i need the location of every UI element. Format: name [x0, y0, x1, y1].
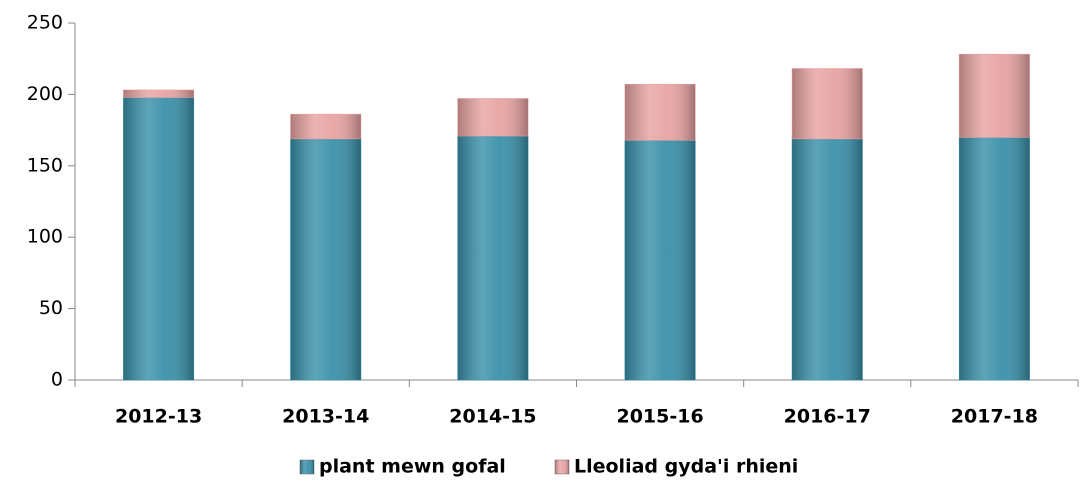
x-tick-label: 2013-14 [282, 406, 369, 428]
x-tick-label: 2012-13 [115, 406, 202, 428]
bar-shade [123, 90, 194, 98]
y-tick-label: 200 [27, 83, 63, 105]
x-tick-label: 2016-17 [784, 406, 871, 428]
bar-shade [457, 135, 528, 380]
bar-shade [625, 140, 696, 380]
bar-shade [792, 68, 863, 139]
bar-shade [792, 138, 863, 380]
bar-shade [959, 54, 1030, 138]
legend-label: plant mewn gofal [319, 456, 506, 478]
legend-swatch-shade [555, 460, 569, 474]
bar-shade [457, 98, 528, 136]
bar-shade [290, 138, 361, 380]
x-tick-label: 2014-15 [449, 406, 536, 428]
bar-shade [290, 114, 361, 139]
y-tick-label: 0 [51, 369, 63, 391]
y-tick-label: 250 [27, 12, 63, 34]
bar-shade [959, 137, 1030, 380]
y-tick-label: 50 [39, 297, 63, 319]
legend-swatch-shade [300, 460, 314, 474]
bar-shade [625, 84, 696, 141]
y-tick-label: 100 [27, 226, 63, 248]
x-tick-label: 2017-18 [951, 406, 1038, 428]
y-tick-label: 150 [27, 154, 63, 176]
x-tick-label: 2015-16 [616, 406, 703, 428]
bar-shade [123, 97, 194, 381]
legend-label: Lleoliad gyda'i rhieni [574, 456, 798, 478]
